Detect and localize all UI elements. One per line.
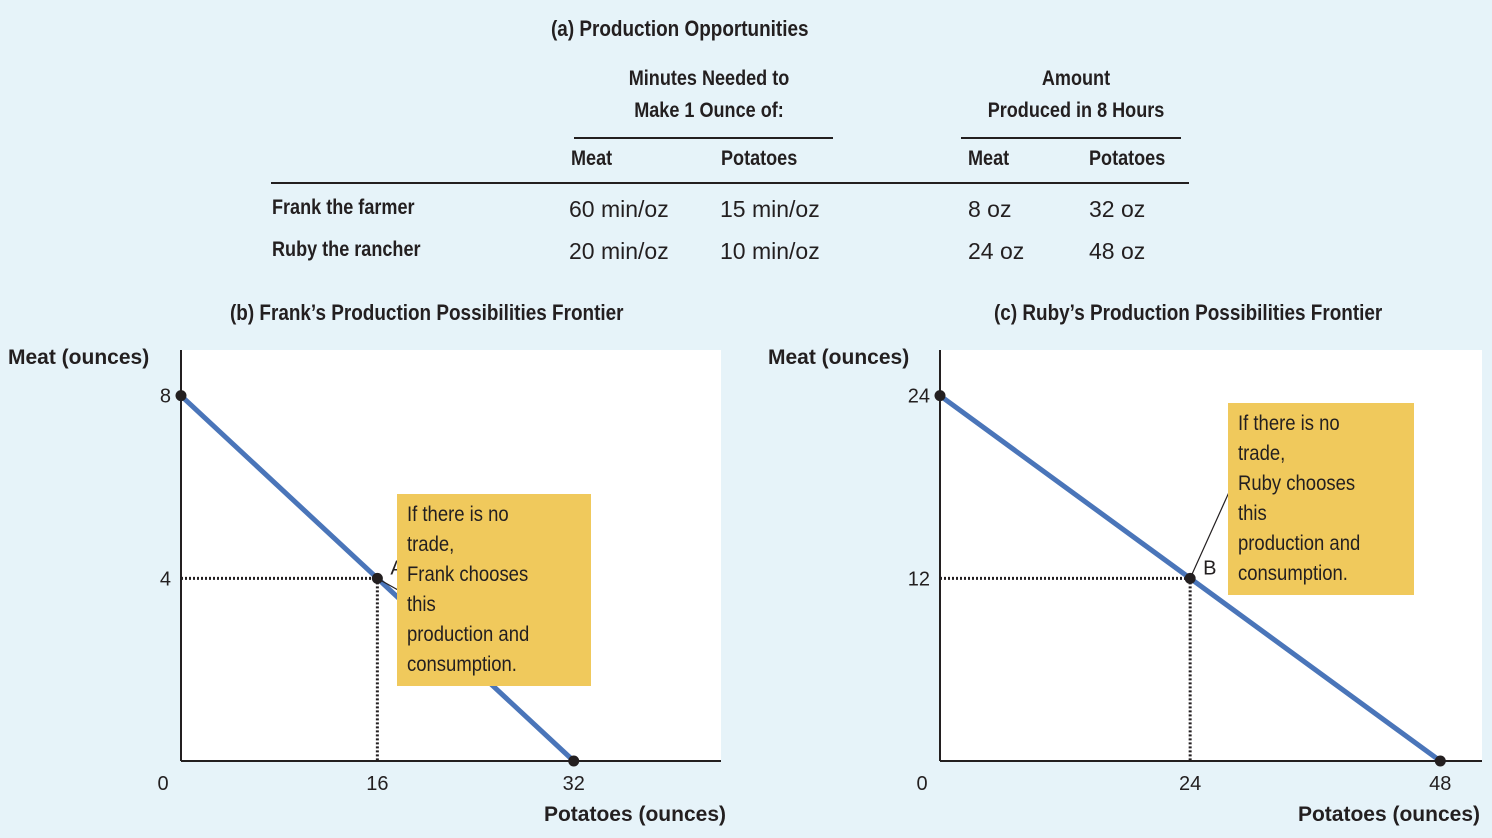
cell-ruby-potatoes-minutes: 10 min/oz	[720, 238, 820, 264]
col-header-meat-minutes: Meat	[571, 147, 613, 170]
endpoint-marker	[568, 755, 580, 767]
cell-ruby-meat-minutes: 20 min/oz	[569, 238, 669, 264]
col-header-meat-amount: Meat	[968, 147, 1010, 170]
header-rule	[271, 182, 1189, 184]
endpoint-marker	[1434, 755, 1446, 767]
cell-ruby-meat-amount: 24 oz	[968, 238, 1025, 264]
x-axis-title: Potatoes (ounces)	[1298, 803, 1480, 826]
cell-ruby-potatoes-amount: 48 oz	[1089, 238, 1146, 264]
x-tick-label: 16	[366, 773, 388, 795]
y-tick-label: 8	[160, 386, 171, 408]
callout-leader	[1189, 489, 1231, 579]
x-axis-title: Potatoes (ounces)	[544, 803, 726, 826]
cell-frank-meat-minutes: 60 min/oz	[569, 196, 669, 222]
chart-frank: Meat (ounces)Potatoes (ounces)0163248A	[8, 346, 726, 826]
origin-label: 0	[157, 773, 168, 795]
col-header-potatoes-minutes: Potatoes	[721, 147, 798, 170]
group-header-minutes: Minutes Needed to Make 1 Ounce of:	[628, 67, 790, 122]
y-axis-title: Meat (ounces)	[8, 346, 149, 369]
col-header-potatoes-amount: Potatoes	[1089, 147, 1166, 170]
point-label: B	[1203, 557, 1216, 579]
x-tick-label: 48	[1429, 773, 1451, 795]
group-rule-minutes	[574, 137, 833, 139]
endpoint-marker	[934, 390, 946, 402]
endpoint-marker	[175, 390, 187, 402]
table-title: (a) Production Opportunities	[551, 16, 809, 41]
cell-frank-meat-amount: 8 oz	[968, 196, 1012, 222]
x-tick-label: 24	[1179, 773, 1201, 795]
y-axis-title: Meat (ounces)	[768, 346, 909, 369]
chart-title-frank: (b) Frank’s Production Possibilities Fro…	[230, 300, 624, 325]
annotation-frank: If there is no trade, Frank chooses this…	[397, 494, 591, 686]
cell-frank-potatoes-minutes: 15 min/oz	[720, 196, 820, 222]
row-label-frank: Frank the farmer	[272, 196, 415, 219]
y-tick-label: 12	[908, 568, 930, 590]
row-label-ruby: Ruby the rancher	[272, 238, 421, 261]
cell-frank-potatoes-amount: 32 oz	[1089, 196, 1146, 222]
x-tick-label: 32	[563, 773, 585, 795]
point-marker	[1184, 572, 1196, 584]
point-marker	[371, 572, 383, 584]
origin-label: 0	[916, 773, 927, 795]
group-header-amount: Amount Produced in 8 Hours	[987, 67, 1165, 122]
y-tick-label: 24	[908, 386, 930, 408]
chart-title-ruby: (c) Ruby’s Production Possibilities Fron…	[994, 300, 1383, 325]
annotation-ruby: If there is no trade, Ruby chooses this …	[1228, 403, 1414, 595]
y-tick-label: 4	[160, 568, 171, 590]
annotation-ruby-text: If there is no trade, Ruby chooses this …	[1238, 412, 1361, 585]
group-rule-amount	[961, 137, 1181, 139]
annotation-frank-text: If there is no trade, Frank chooses this…	[407, 503, 530, 676]
